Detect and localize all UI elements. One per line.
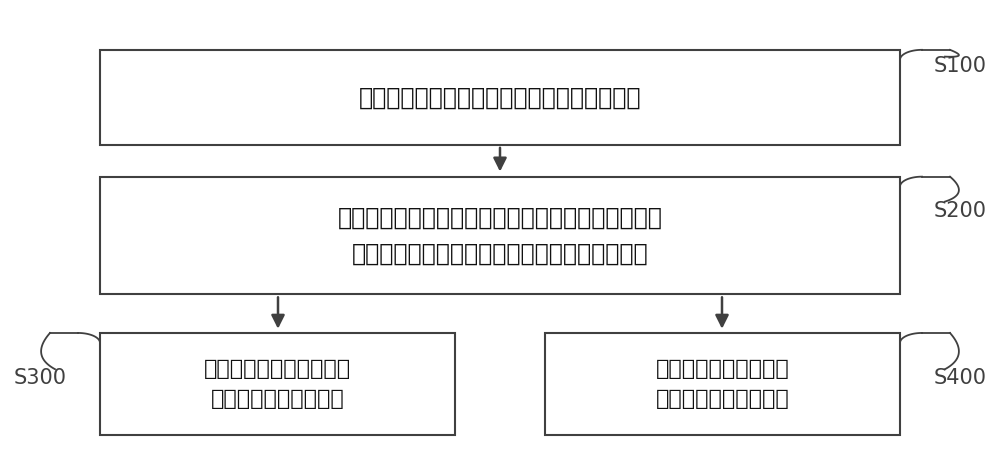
Text: S200: S200 [934,201,986,221]
FancyBboxPatch shape [100,177,900,294]
Text: S100: S100 [934,56,986,76]
Text: 将含硫溶液依次转入多级蒸发器和三合一分离器，分
别得到亚硫酸氢钠溶液和滤饼，滤饼包含硫酸钠: 将含硫溶液依次转入多级蒸发器和三合一分离器，分 别得到亚硫酸氢钠溶液和滤饼，滤饼… [338,206,662,265]
Text: S400: S400 [934,368,986,388]
Text: 收集包含二氧化硫的烟气，处理后得含硫溶液: 收集包含二氧化硫的烟气，处理后得含硫溶液 [359,86,641,109]
FancyBboxPatch shape [100,333,455,435]
FancyBboxPatch shape [545,333,900,435]
Text: 对亚硫酸氢钠溶液进行中
和处理，得到亚硫酸钠: 对亚硫酸氢钠溶液进行中 和处理，得到亚硫酸钠 [204,359,351,409]
FancyBboxPatch shape [100,50,900,145]
Text: 对滤饼进行溶解并离心
分离处理，得到硫酸钠: 对滤饼进行溶解并离心 分离处理，得到硫酸钠 [656,359,789,409]
Text: S300: S300 [14,368,66,388]
